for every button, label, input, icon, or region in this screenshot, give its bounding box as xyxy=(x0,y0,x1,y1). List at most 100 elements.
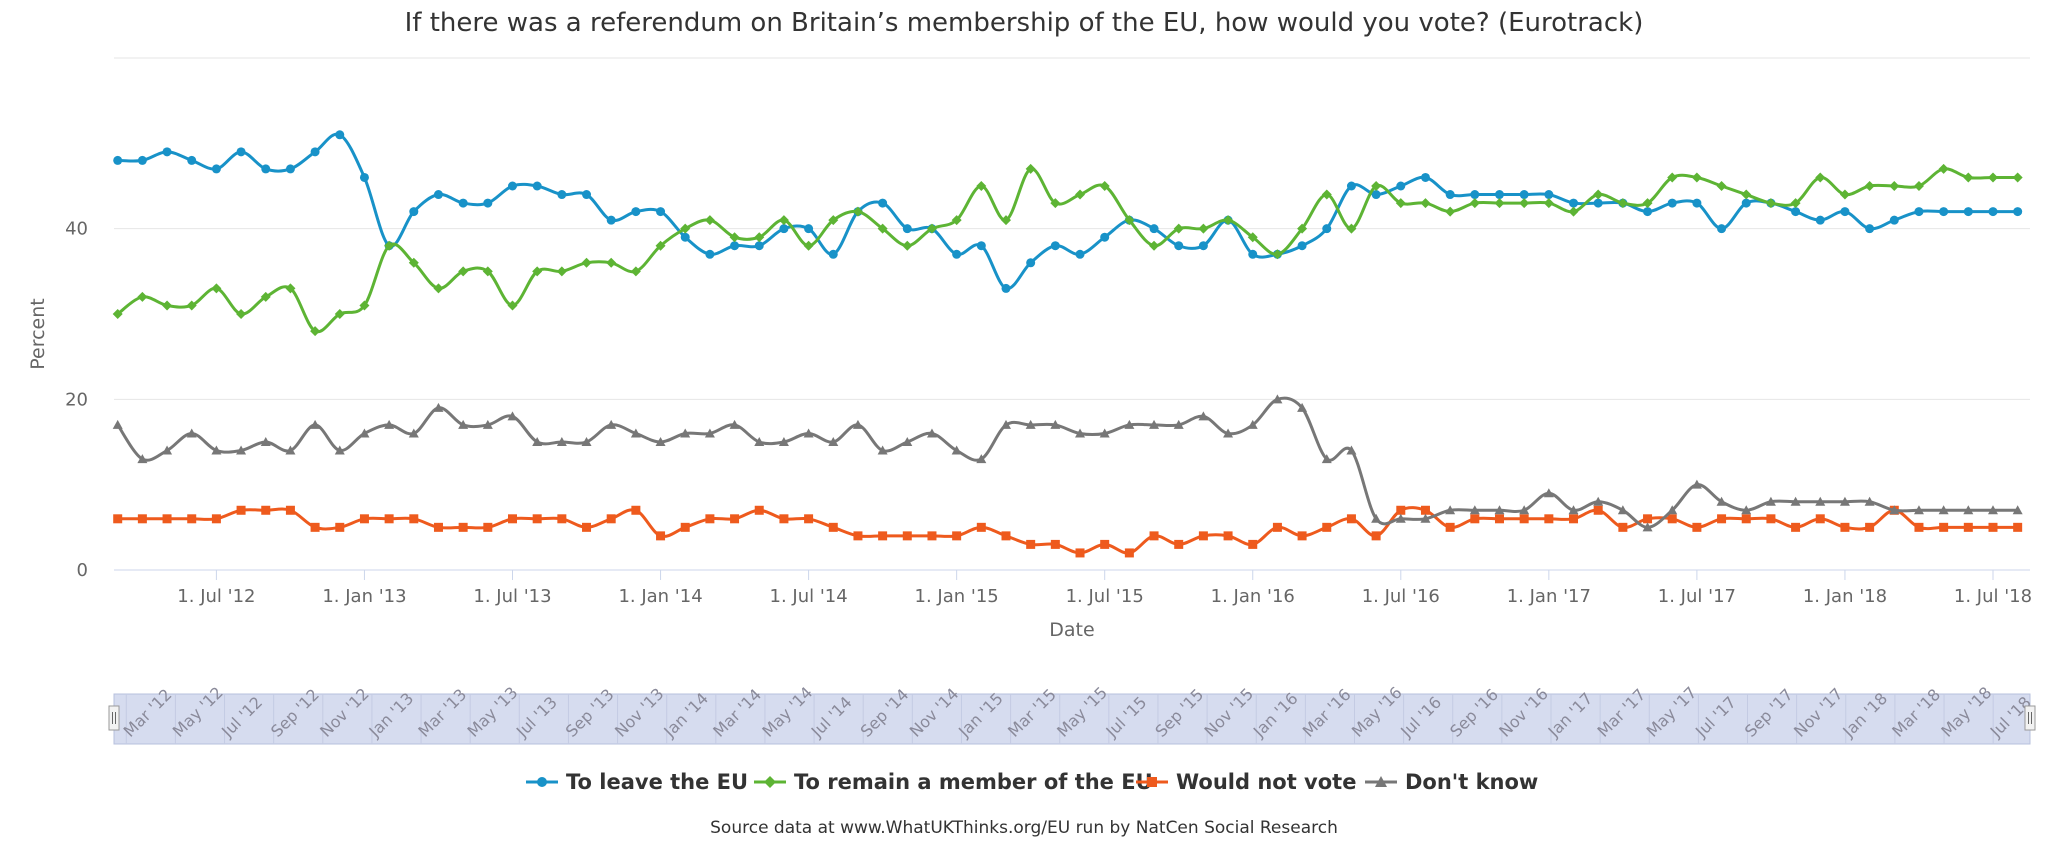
data-point-dont-know xyxy=(951,445,962,455)
data-point-dont-know xyxy=(1494,505,1505,515)
data-point-dont-know xyxy=(1198,411,1209,421)
data-point-dont-know xyxy=(1691,479,1702,489)
data-point-remain xyxy=(1494,198,1505,209)
data-point-would-not-vote xyxy=(1618,522,1628,532)
data-point-would-not-vote xyxy=(1988,522,1998,532)
handle-body xyxy=(108,705,120,731)
data-point-would-not-vote xyxy=(1124,548,1134,558)
data-point-leave xyxy=(557,190,567,200)
data-point-remain xyxy=(1519,198,1530,209)
data-point-dont-know xyxy=(729,419,740,429)
data-point-leave xyxy=(976,241,986,251)
data-point-dont-know xyxy=(1963,505,1974,515)
data-point-leave xyxy=(507,181,517,191)
data-point-remain xyxy=(1790,198,1801,209)
legend-dont-know-symbol xyxy=(1365,776,1397,787)
data-point-remain xyxy=(1864,181,1875,191)
data-point-leave xyxy=(1371,190,1381,200)
data-point-would-not-vote xyxy=(1963,522,1973,532)
data-point-dont-know xyxy=(1519,505,1530,515)
data-point-leave xyxy=(1420,172,1430,182)
data-point-remain xyxy=(926,223,937,234)
data-point-leave xyxy=(1692,198,1702,208)
y-axis-title: Percent xyxy=(27,298,49,370)
data-point-would-not-vote xyxy=(705,514,715,524)
data-point-remain xyxy=(1075,189,1086,200)
data-point-would-not-vote xyxy=(779,514,789,524)
data-point-leave xyxy=(828,249,838,259)
data-point-remain xyxy=(1469,198,1480,209)
data-point-remain xyxy=(1297,223,1308,234)
data-point-dont-know xyxy=(2012,505,2023,515)
series-line-leave xyxy=(117,132,2018,290)
data-point-leave xyxy=(1791,207,1801,217)
data-point-would-not-vote xyxy=(557,514,567,524)
data-point-dont-know xyxy=(680,428,691,438)
source-note: Source data at www.WhatUKThinks.org/EU r… xyxy=(710,818,1338,838)
data-point-would-not-vote xyxy=(1840,522,1850,532)
data-point-dont-know xyxy=(926,428,937,438)
data-point-would-not-vote xyxy=(261,505,271,515)
data-point-leave xyxy=(606,215,616,225)
navigator-handle-left[interactable] xyxy=(108,705,120,731)
data-point-dont-know xyxy=(334,445,345,455)
data-point-dont-know xyxy=(556,437,567,446)
data-point-dont-know xyxy=(1420,513,1431,523)
data-point-leave xyxy=(1346,181,1356,191)
data-point-remain xyxy=(704,215,715,226)
data-point-leave xyxy=(137,155,147,165)
data-point-dont-know xyxy=(1272,394,1283,404)
data-point-would-not-vote xyxy=(902,531,912,541)
data-point-dont-know xyxy=(359,428,370,438)
data-point-remain xyxy=(112,309,123,319)
data-point-leave xyxy=(113,155,123,165)
data-point-remain xyxy=(334,309,345,319)
data-point-dont-know xyxy=(1223,428,1234,438)
series-leave xyxy=(113,130,2023,293)
series-remain xyxy=(112,163,2023,337)
data-point-dont-know xyxy=(1815,496,1826,506)
data-point-would-not-vote xyxy=(483,522,493,532)
data-point-dont-know xyxy=(1765,496,1776,506)
data-point-dont-know xyxy=(186,428,197,438)
data-point-leave xyxy=(1643,207,1653,217)
data-point-leave xyxy=(1001,283,1011,293)
data-point-dont-know xyxy=(1395,513,1406,523)
axes: 0 20 40 Percent 1. Jul '12 1. Jan '13 1. Jul '… xyxy=(27,219,2032,641)
data-point-remain xyxy=(236,309,247,319)
legend-item-would-not-vote[interactable]: Would not vote xyxy=(1136,770,1356,794)
data-point-would-not-vote xyxy=(1371,531,1381,541)
legend-item-remain[interactable]: To remain a member of the EU xyxy=(754,770,1153,794)
data-point-remain xyxy=(458,266,469,277)
series-dont-know xyxy=(112,394,2023,532)
navigator-handle-right[interactable] xyxy=(2024,705,2036,731)
data-point-would-not-vote xyxy=(1865,522,1875,532)
data-point-dont-know xyxy=(458,419,469,429)
data-point-leave xyxy=(1396,181,1406,191)
grid-lines xyxy=(114,57,2030,571)
data-point-would-not-vote xyxy=(1198,531,1208,541)
data-point-leave xyxy=(902,224,912,234)
data-point-remain xyxy=(1839,189,1850,200)
data-point-leave xyxy=(1963,207,1973,217)
data-point-leave xyxy=(458,198,468,208)
x-tick-label: 1. Jan '18 xyxy=(1803,586,1887,607)
x-tick-label: 1. Jan '15 xyxy=(915,586,999,607)
data-point-leave xyxy=(483,198,493,208)
data-point-remain xyxy=(532,266,543,277)
legend-item-dont-know[interactable]: Don't know xyxy=(1365,770,1538,794)
data-point-remain xyxy=(1543,198,1554,209)
data-point-leave xyxy=(1050,241,1060,251)
data-point-would-not-vote xyxy=(211,514,221,524)
data-point-remain xyxy=(606,257,617,268)
data-point-would-not-vote xyxy=(433,522,443,532)
data-point-dont-know xyxy=(433,402,444,412)
data-point-dont-know xyxy=(1987,505,1998,515)
data-point-remain xyxy=(1346,223,1357,234)
legend-item-leave[interactable]: To leave the EU xyxy=(526,770,748,794)
data-point-dont-know xyxy=(1075,428,1086,438)
series-would-not-vote xyxy=(113,505,2023,558)
data-point-remain xyxy=(729,232,740,243)
data-point-leave xyxy=(1840,207,1850,217)
